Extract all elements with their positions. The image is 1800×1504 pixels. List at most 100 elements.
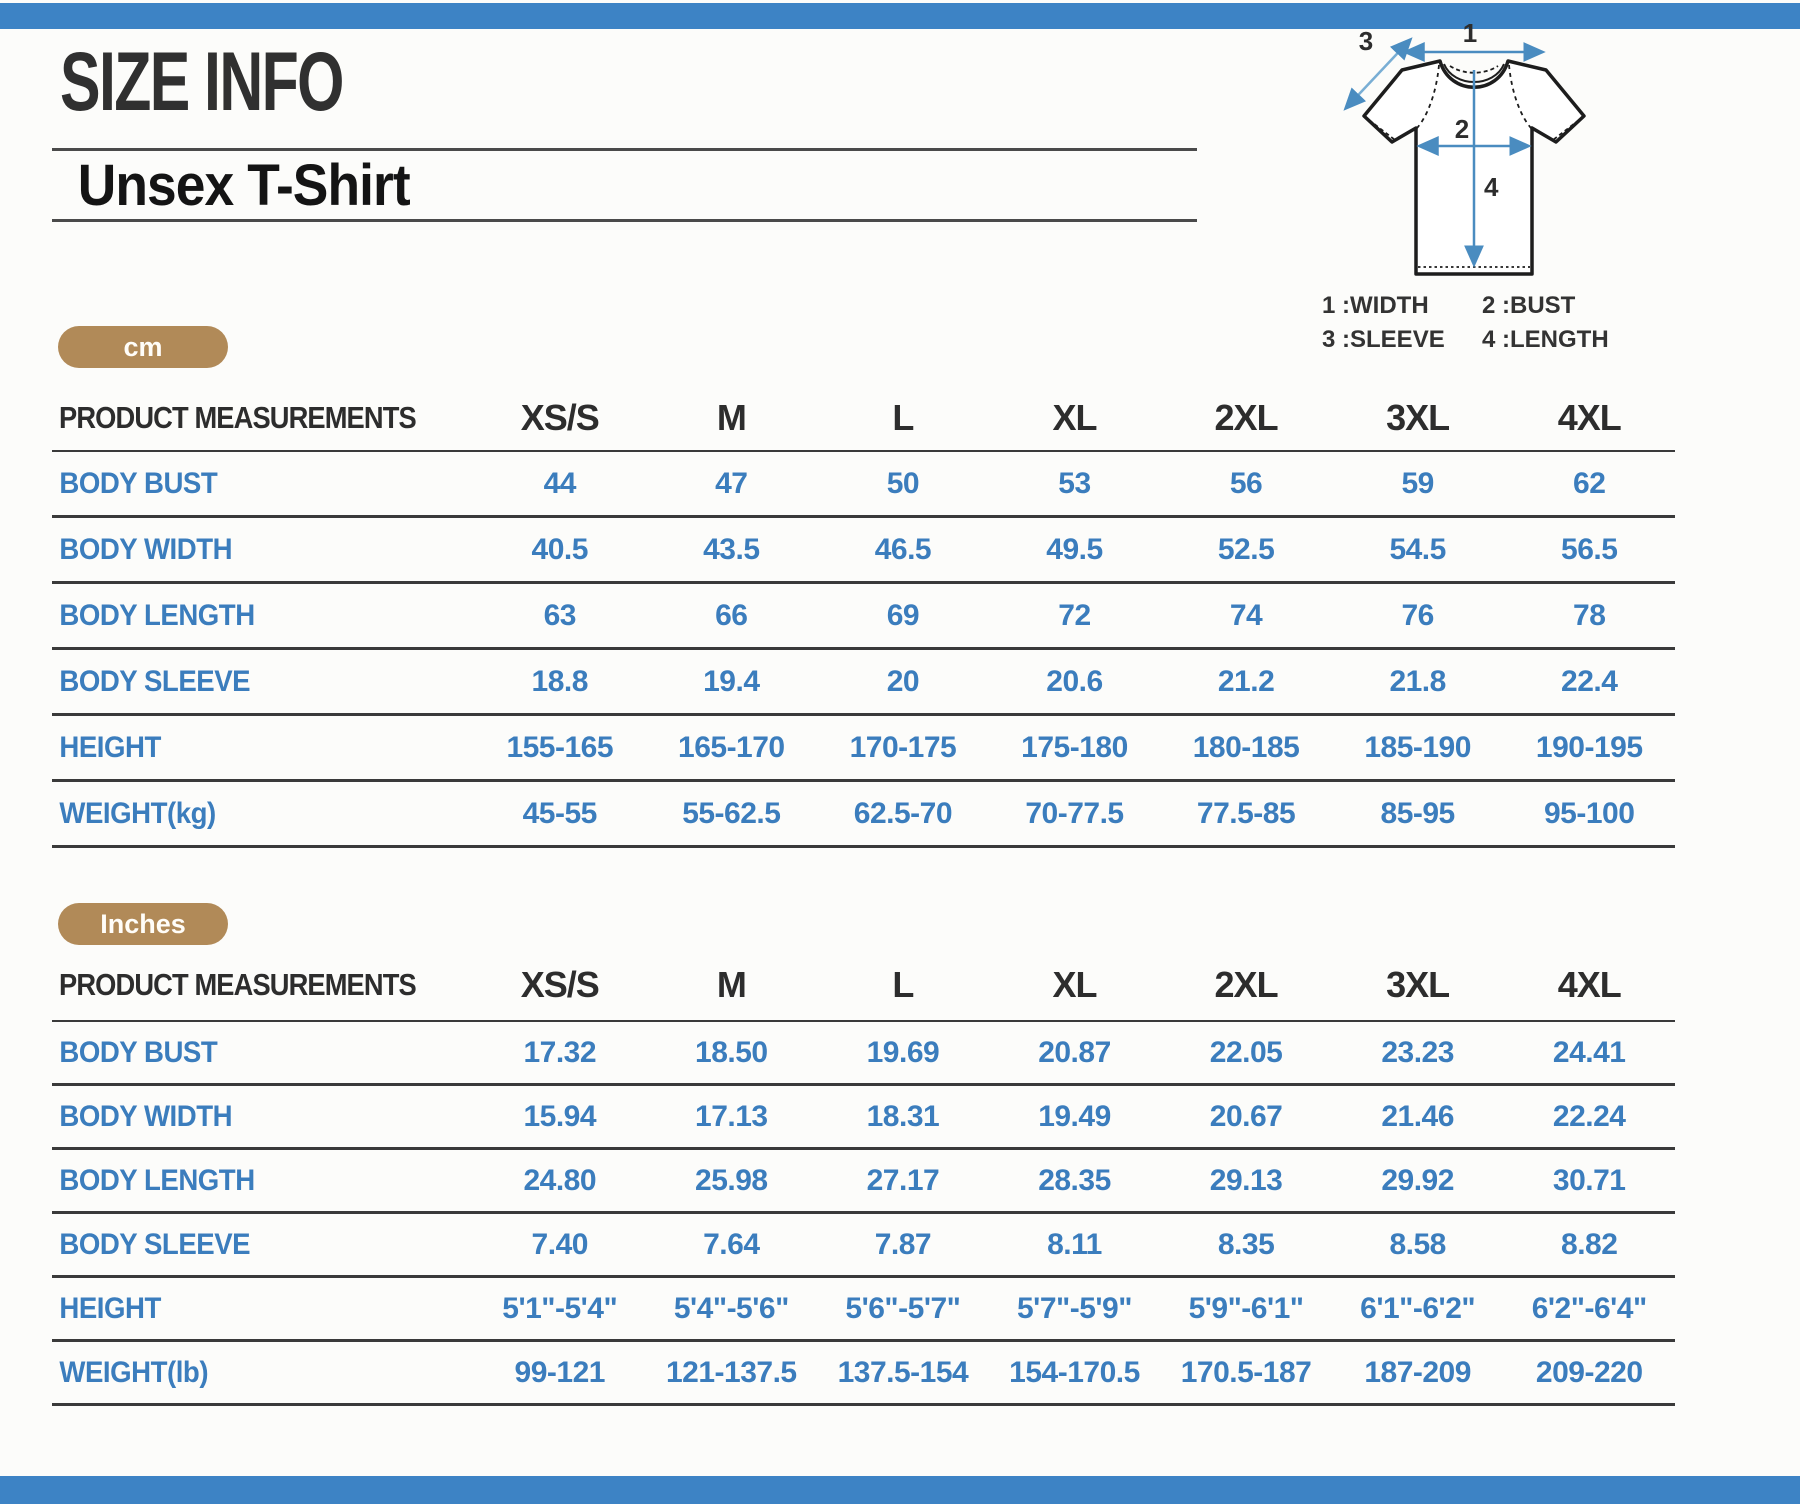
size-column-header: 4XL xyxy=(1557,396,1622,438)
measurement-value: 154-170.5 xyxy=(1009,1355,1140,1389)
size-column-header: XS/S xyxy=(520,964,600,1005)
measurement-value: 69 xyxy=(886,598,920,632)
row-label: BODY LENGTH xyxy=(59,1163,255,1197)
measurement-value: 54.5 xyxy=(1389,532,1446,566)
row-label: BODY WIDTH xyxy=(59,1099,233,1133)
measurement-value: 21.46 xyxy=(1381,1099,1454,1133)
measurement-value: 55-62.5 xyxy=(682,796,781,830)
diagram-marker-1: 1 xyxy=(1463,24,1477,48)
unit-badge-inches: Inches xyxy=(58,903,228,945)
measurement-value: 43.5 xyxy=(703,532,760,566)
measurement-value: 46.5 xyxy=(874,532,932,566)
table-row: BODY LENGTH 24.80 25.98 27.17 28.35 29.13 29.9… xyxy=(52,1150,1675,1214)
product-title-box: Unsex T-Shirt xyxy=(52,148,1197,222)
measurement-value: 5'7"-5'9" xyxy=(1017,1291,1132,1325)
measurement-value: 7.87 xyxy=(874,1227,932,1261)
measurement-value: 137.5-154 xyxy=(837,1355,969,1389)
measurement-value: 22.4 xyxy=(1561,664,1618,698)
measurement-value: 209-220 xyxy=(1535,1355,1643,1389)
measurement-value: 49.5 xyxy=(1046,532,1103,566)
measurement-value: 20.6 xyxy=(1046,664,1103,698)
measurement-value: 30.71 xyxy=(1552,1163,1626,1197)
size-column-header: 3XL xyxy=(1386,396,1450,438)
size-column-header: L xyxy=(892,396,914,438)
row-label: BODY WIDTH xyxy=(59,532,233,566)
measurement-value: 72 xyxy=(1058,598,1091,632)
measurement-value: 7.40 xyxy=(531,1227,589,1261)
table-row: BODY WIDTH 15.94 17.13 18.31 19.49 20.67 21.46… xyxy=(52,1086,1675,1150)
measurement-value: 76 xyxy=(1401,598,1434,632)
measurement-value: 70-77.5 xyxy=(1025,796,1124,830)
table-row: HEIGHT 155-165 165-170 170-175 175-180 180-18… xyxy=(52,716,1675,782)
measurement-value: 18.8 xyxy=(531,664,589,698)
measurement-value: 7.64 xyxy=(703,1227,760,1261)
measurement-value: 29.13 xyxy=(1209,1163,1283,1197)
measurement-value: 19.4 xyxy=(703,664,760,698)
measurement-value: 187-209 xyxy=(1364,1355,1471,1389)
measurement-value: 8.82 xyxy=(1561,1227,1618,1261)
row-label: WEIGHT(lb) xyxy=(59,1355,209,1389)
legend-bust: 2 :BUST xyxy=(1482,292,1576,319)
measurement-value: 25.98 xyxy=(695,1163,768,1197)
size-column-header: 2XL xyxy=(1214,396,1279,438)
row-label: HEIGHT xyxy=(59,730,161,764)
bottom-accent-bar xyxy=(0,1476,1800,1504)
measurement-value: 56.5 xyxy=(1561,532,1618,566)
measurement-value: 20.67 xyxy=(1209,1099,1283,1133)
measurement-value: 22.24 xyxy=(1552,1099,1626,1133)
measurement-value: 5'4"-5'6" xyxy=(673,1291,789,1325)
diagram-legend: 1 :WIDTH 2 :BUST 3 :SLEEVE 4 :LENGTH xyxy=(1322,292,1622,354)
diagram-marker-3: 3 xyxy=(1359,26,1373,56)
measurement-value: 22.05 xyxy=(1209,1035,1283,1069)
measurement-value: 8.11 xyxy=(1047,1227,1102,1261)
row-label: BODY SLEEVE xyxy=(59,1227,251,1261)
size-column-header: XS/S xyxy=(520,396,600,438)
measurement-value: 95-100 xyxy=(1544,796,1635,830)
measurement-value: 121-137.5 xyxy=(666,1355,797,1389)
table-row: WEIGHT(kg) 45-55 55-62.5 62.5-70 70-77.5 77.5… xyxy=(52,782,1675,848)
size-column-header: XL xyxy=(1052,396,1097,438)
measurement-value: 28.35 xyxy=(1038,1163,1111,1197)
measurement-value: 17.13 xyxy=(695,1099,768,1133)
measurement-value: 15.94 xyxy=(523,1099,597,1133)
legend-length: 4 :LENGTH xyxy=(1482,326,1609,353)
row-label: WEIGHT(kg) xyxy=(59,796,216,830)
measurement-value: 6'2"-6'4" xyxy=(1531,1291,1647,1325)
measurement-value: 78 xyxy=(1573,598,1606,632)
measurement-value: 52.5 xyxy=(1217,532,1275,566)
measurement-value: 5'6"-5'7" xyxy=(845,1291,961,1325)
measurement-value: 59 xyxy=(1401,466,1434,500)
measurement-value: 190-195 xyxy=(1535,730,1643,764)
measurement-value: 77.5-85 xyxy=(1196,796,1296,830)
row-label: BODY BUST xyxy=(59,1035,218,1069)
measurement-value: 23.23 xyxy=(1381,1035,1454,1069)
measurement-value: 47 xyxy=(715,466,748,500)
measurement-value: 20.87 xyxy=(1038,1035,1111,1069)
measurement-value: 24.80 xyxy=(523,1163,597,1197)
measurement-value: 5'9"-6'1" xyxy=(1188,1291,1304,1325)
tshirt-diagram-icon: 1 2 4 3 xyxy=(1343,24,1586,276)
diagram-marker-4: 4 xyxy=(1484,172,1499,202)
measurement-value: 63 xyxy=(543,598,577,632)
measurement-value: 155-165 xyxy=(506,730,614,764)
table-row: BODY BUST 17.32 18.50 19.69 20.87 22.05 23.23 2… xyxy=(52,1022,1675,1086)
table-row: BODY WIDTH 40.5 43.5 46.5 49.5 52.5 54.5 56.5 xyxy=(52,518,1675,584)
size-column-header: XL xyxy=(1052,964,1097,1005)
measurement-value: 170-175 xyxy=(849,730,957,764)
measurement-value: 5'1"-5'4" xyxy=(502,1291,618,1325)
size-column-header: 3XL xyxy=(1386,964,1450,1005)
size-table-cm: PRODUCT MEASUREMENTS XS/S M L XL 2XL 3XL 4XL BOD… xyxy=(52,385,1675,848)
measurement-value: 19.69 xyxy=(866,1035,940,1069)
size-column-header: 2XL xyxy=(1214,964,1279,1005)
size-table-inches: PRODUCT MEASUREMENTS XS/S M L XL 2XL 3XL 4XL BOD… xyxy=(52,950,1675,1406)
table-header-row: PRODUCT MEASUREMENTS XS/S M L XL 2XL 3XL 4XL xyxy=(52,385,1675,452)
size-column-header: L xyxy=(892,964,914,1005)
measurement-value: 20 xyxy=(886,664,920,698)
measurement-value: 19.49 xyxy=(1038,1099,1111,1133)
measurement-value: 40.5 xyxy=(531,532,589,566)
measurement-value: 53 xyxy=(1058,466,1091,500)
measurement-value: 99-121 xyxy=(514,1355,606,1389)
size-column-header: 4XL xyxy=(1557,964,1622,1005)
measurement-value: 62.5-70 xyxy=(853,796,953,830)
